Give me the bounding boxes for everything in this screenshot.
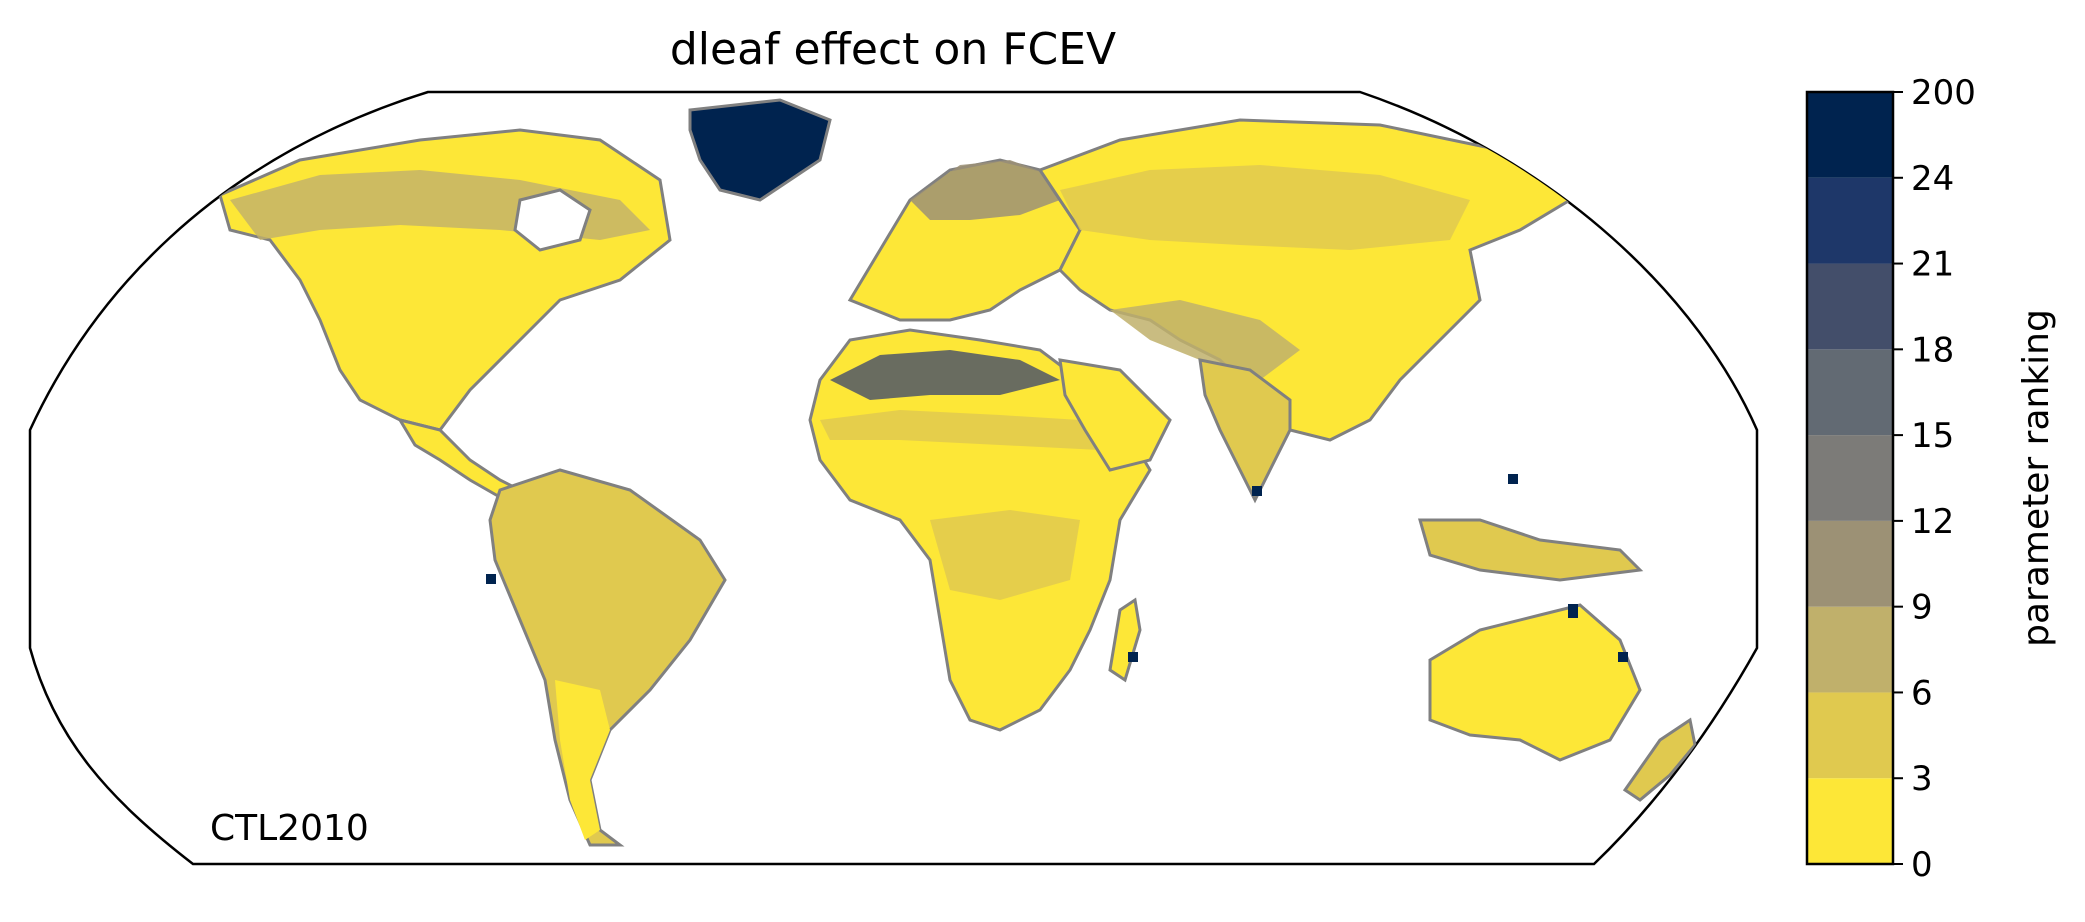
sahara-band [830,350,1060,400]
dark-pixel [1618,652,1628,662]
scandinavia-band [910,160,1060,220]
colorbar-tick-label: 0 [1911,845,1933,885]
colorbar-swatch [1807,92,1893,178]
map-title: dleaf effect on FCEV [670,24,1116,75]
colorbar-swatch [1807,435,1893,521]
south-america-south [555,680,610,840]
greenland [688,98,832,202]
land-masses [218,98,1697,847]
australia [1428,603,1642,762]
colorbar-swatches [1807,92,1893,864]
new-zealand [1622,717,1697,802]
colorbar-tick-label: 3 [1911,759,1933,799]
siberia-band [1060,165,1470,250]
colorbar-swatch [1807,263,1893,350]
dark-pixel [1252,486,1262,496]
central-africa-band [930,510,1080,600]
sahel-band [820,410,1100,450]
southeast-asia-islands [1418,518,1644,582]
colorbar-swatch [1807,177,1893,264]
colorbar-tick-label: 9 [1911,588,1933,628]
map-annotation: CTL2010 [210,808,369,849]
colorbar-ticks: 0 3 6 9 12 15 18 21 24 200 [1893,73,1976,885]
map-area: CTL2010 [28,90,1759,866]
colorbar-tick-label: 24 [1911,159,1954,199]
colorbar-tick-label: 18 [1911,330,1954,370]
colorbar-swatch [1807,778,1893,864]
india [1198,358,1292,504]
arabian-peninsula [1058,358,1172,472]
colorbar-swatch [1807,520,1893,607]
colorbar-tick-label: 6 [1911,673,1933,713]
colorbar-label: parameter ranking [2016,309,2057,647]
dark-pixel [1568,604,1578,618]
colorbar-tick-label: 21 [1911,245,1954,285]
central-asia-band [1110,300,1300,380]
colorbar-tick-label: 15 [1911,416,1954,456]
hudson-bay [513,188,592,252]
colorbar-swatch [1807,606,1893,693]
colorbar-tick-label: 200 [1911,73,1976,113]
colorbar-swatch [1807,349,1893,436]
colorbar-tick-label: 12 [1911,502,1954,542]
dark-pixel [1128,652,1138,662]
colorbar: 0 3 6 9 12 15 18 21 24 200 parameter ranking [1805,73,2057,885]
dark-pixel [1508,474,1518,484]
colorbar-frame [1805,90,1895,866]
dark-pixel [486,574,496,584]
colorbar-swatch [1807,692,1893,779]
